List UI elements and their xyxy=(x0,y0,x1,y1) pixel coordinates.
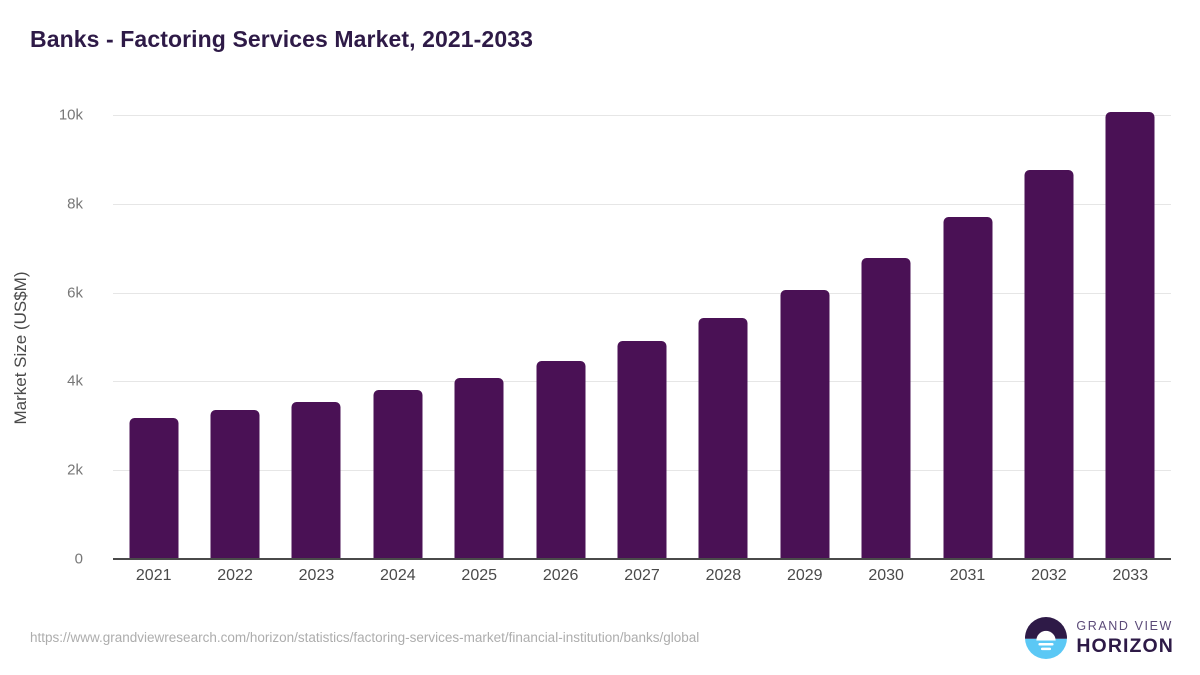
bar-slot xyxy=(927,115,1008,559)
y-axis-tick-label: 8k xyxy=(67,195,83,213)
bar-2031[interactable] xyxy=(943,217,993,559)
x-axis-tick-label-2029: 2029 xyxy=(786,567,823,584)
bar-2025[interactable] xyxy=(454,377,504,559)
bar-slot xyxy=(439,115,520,559)
bar-2033[interactable] xyxy=(1105,111,1155,559)
x-axis-tick-label-2028: 2028 xyxy=(705,567,742,584)
x-axis-tick-label-2025: 2025 xyxy=(461,567,498,584)
y-axis-tick-label: 6k xyxy=(67,284,83,302)
x-axis-tick-label-2033: 2033 xyxy=(1112,567,1149,584)
x-axis-tick-label-2032: 2032 xyxy=(1031,567,1067,584)
bar-2021[interactable] xyxy=(129,418,179,559)
gridline xyxy=(113,292,1171,294)
bar-slot xyxy=(1008,115,1089,559)
bar-2028[interactable] xyxy=(698,318,748,559)
bar-2026[interactable] xyxy=(536,361,586,559)
logo-text-grand-view: GRAND VIEW xyxy=(1076,619,1173,633)
bar-slot xyxy=(683,115,764,559)
grand-view-horizon-logo: GRAND VIEW HORIZON xyxy=(1025,617,1174,659)
gridline xyxy=(113,115,1171,116)
bar-slot xyxy=(1090,111,1171,559)
y-axis-title: Market Size (US$M) xyxy=(11,271,30,425)
x-axis-tick-label-2023: 2023 xyxy=(298,567,335,584)
bar-slot xyxy=(520,115,601,559)
bar-2024[interactable] xyxy=(373,390,423,559)
source-url[interactable]: https://www.grandviewresearch.com/horizo… xyxy=(30,630,700,645)
page-title: Banks - Factoring Services Market, 2021-… xyxy=(30,26,533,52)
bar-slot xyxy=(357,115,438,559)
y-axis-tick-label: 10k xyxy=(58,106,83,124)
bar-slot xyxy=(113,115,194,559)
bar-slot xyxy=(601,115,682,559)
y-axis-tick-label: 2k xyxy=(67,461,83,479)
x-axis-tick-label-2030: 2030 xyxy=(868,567,904,584)
x-axis-tick-label-2024: 2024 xyxy=(380,567,416,584)
plot-area: 0 2k 4k 6k 8k 10k 2021 2022 2023 2024 2025 2026 2027… xyxy=(59,107,1171,584)
x-axis-line xyxy=(113,558,1171,560)
bar-2022[interactable] xyxy=(210,410,260,559)
bar-2029[interactable] xyxy=(780,290,830,559)
logo-text-horizon: HORIZON xyxy=(1076,634,1174,657)
horizon-sun-circle-icon xyxy=(1025,617,1068,659)
x-axis-tick-label-2021: 2021 xyxy=(135,567,172,584)
y-axis-tick-label: 0 xyxy=(74,550,83,568)
x-axis-tick-label-2027: 2027 xyxy=(624,567,660,584)
bar-2027[interactable] xyxy=(617,341,667,559)
gridline xyxy=(113,203,1171,205)
x-axis-tick-label-2022: 2022 xyxy=(217,567,253,584)
bar-2030[interactable] xyxy=(861,257,911,559)
bar-2023[interactable] xyxy=(291,402,341,559)
bar-slot xyxy=(276,115,357,559)
y-axis-tick-label: 4k xyxy=(67,372,83,390)
logo-wordmark: GRAND VIEW HORIZON xyxy=(1076,620,1174,656)
x-axis-tick-label-2031: 2031 xyxy=(949,567,986,584)
bar-2032[interactable] xyxy=(1024,169,1074,559)
bar-slot xyxy=(845,115,926,559)
x-axis-tick-label-2026: 2026 xyxy=(542,567,579,584)
bar-slot xyxy=(764,115,845,559)
bar-slot xyxy=(194,115,275,559)
